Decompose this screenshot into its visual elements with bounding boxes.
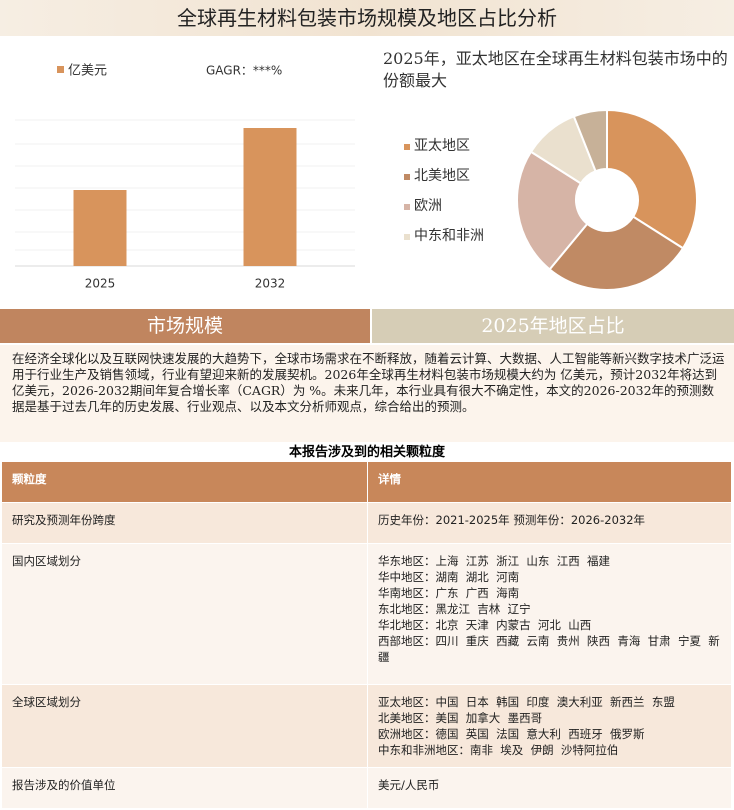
legend-swatch: [404, 174, 410, 180]
bar-chart: 亿美元 GAGR：***% 2025 2032: [15, 64, 355, 291]
section-label: 市场规模: [0, 309, 370, 343]
table-cell: 历史年份：2021-2025年 预测年份：2026-2032年: [367, 502, 732, 544]
table-header: 颗粒度: [1, 461, 368, 503]
bar: [73, 190, 127, 266]
section-label: 2025年地区占比: [372, 309, 734, 343]
table-cell: 全球区域划分: [1, 684, 368, 768]
table-row: 全球区域划分 亚太地区：中国 日本 韩国 印度 澳大利亚 新西兰 东盟 北美地区：美…: [1, 684, 732, 768]
paragraph: 在经济全球化以及互联网快速发展的大趋势下，全球市场需求在不断释放，随着云计算、大…: [0, 345, 734, 442]
legend-label: 欧洲: [414, 198, 442, 214]
table-title: 本报告涉及到的相关颗粒度: [288, 445, 445, 460]
legend-swatch: [404, 144, 410, 150]
cell-line: 美元/人民币: [378, 778, 440, 792]
legend-swatch: [404, 234, 410, 240]
table: 颗粒度 详情 研究及预测年份跨度 历史年份：2021-2025年 预测年份：202…: [1, 461, 732, 809]
cell-line: 中东和非洲地区：南非 埃及 伊朗 沙特阿拉伯: [378, 743, 619, 757]
cell-line: 华南地区：广东 广西 海南: [378, 586, 520, 600]
legend-label: 亚太地区: [414, 138, 470, 154]
cell-line: 西部地区：四川 重庆 西藏 云南 贵州 陕西 青海 甘肃 宁夏 新疆: [378, 634, 720, 664]
table-header: 详情: [367, 461, 732, 503]
cell-line: 华中地区：湖南 湖北 河南: [378, 570, 520, 584]
cell-line: 华东地区：上海 江苏 浙江 山东 江西 福建: [378, 554, 611, 568]
cell-line: 东北地区：黑龙江 吉林 辽宁: [378, 602, 531, 616]
legend-label: 中东和非洲: [414, 228, 484, 244]
cell-line: 北美地区：美国 加拿大 墨西哥: [378, 711, 543, 725]
pie-slice: [516, 150, 589, 271]
legend-label: 亿美元: [68, 64, 107, 79]
legend-swatch: [57, 66, 64, 73]
legend-label: 北美地区: [414, 168, 470, 184]
table-cell: 亚太地区：中国 日本 韩国 印度 澳大利亚 新西兰 东盟 北美地区：美国 加拿大 …: [367, 684, 732, 768]
legend-item: 中东和非洲: [414, 228, 484, 244]
x-tick-label: 2025: [85, 277, 116, 291]
legend-swatch: [404, 204, 410, 210]
table-cell: 研究及预测年份跨度: [1, 502, 368, 544]
table-cell: 美元/人民币: [367, 767, 732, 809]
legend-item: 北美地区: [414, 168, 470, 184]
cell-line: 历史年份：2021-2025年 预测年份：2026-2032年: [378, 513, 646, 527]
table-row: 报告涉及的价值单位 美元/人民币: [1, 767, 732, 809]
x-tick-label: 2032: [255, 277, 286, 291]
page-title: 全球再生材料包装市场规模及地区占比分析: [0, 0, 734, 36]
bar: [243, 128, 297, 266]
pie-slice: [548, 215, 685, 291]
cell-line: 欧洲地区：德国 英国 法国 意大利 西班牙 俄罗斯: [378, 727, 645, 741]
table-row: 国内区域划分 华东地区：上海 江苏 浙江 山东 江西 福建 华中地区：湖南 湖北 河…: [1, 543, 732, 685]
legend-item: 欧洲: [414, 198, 442, 214]
annotation: GAGR：***%: [206, 64, 282, 78]
pie-slice: [606, 108, 698, 250]
cell-line: 华北地区：北京 天津 内蒙古 河北 山西: [378, 618, 592, 632]
table-cell: 报告涉及的价值单位: [1, 767, 368, 809]
cell-line: 亚太地区：中国 日本 韩国 印度 澳大利亚 新西兰 东盟: [378, 695, 675, 709]
table-cell: 华东地区：上海 江苏 浙江 山东 江西 福建 华中地区：湖南 湖北 河南 华南地区：…: [367, 543, 732, 685]
pie-slice: [572, 108, 608, 173]
table-row: 研究及预测年份跨度 历史年份：2021-2025年 预测年份：2026-2032年: [1, 502, 732, 544]
pie-title: 2025年，亚太地区在全球再生材料包装市场中的份额最大: [383, 49, 728, 90]
legend-item: 亚太地区: [414, 138, 470, 154]
table-cell: 国内区域划分: [1, 543, 368, 685]
